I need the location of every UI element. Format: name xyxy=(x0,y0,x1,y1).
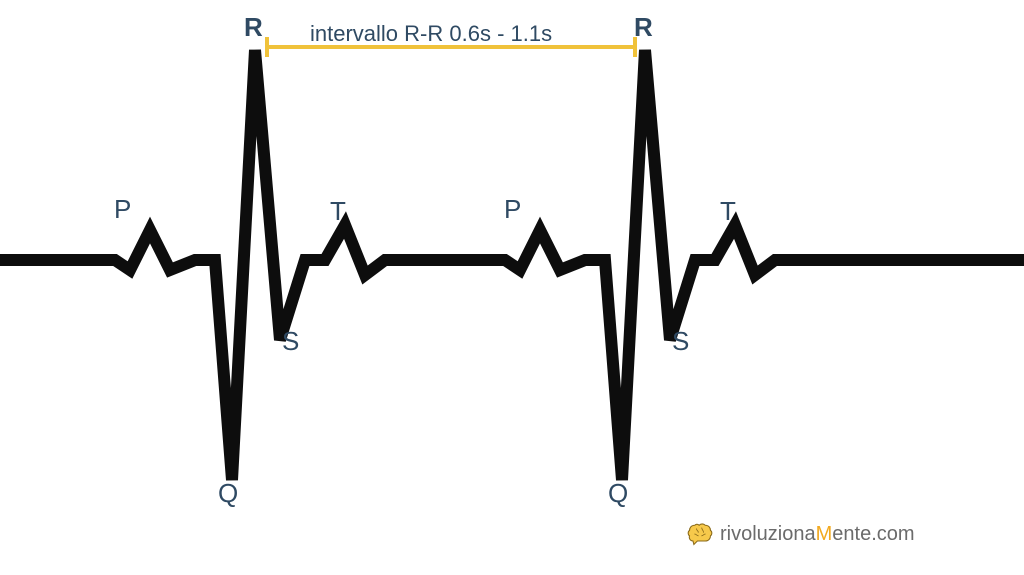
wave-label-T2: T xyxy=(720,196,736,227)
brand-text-suffix: ente.com xyxy=(832,523,914,545)
wave-label-S: S xyxy=(282,326,299,357)
wave-label-Q: Q xyxy=(218,478,238,509)
wave-label-R2: R xyxy=(634,12,653,43)
diagram-canvas: intervallo R-R 0.6s - 1.1s rivoluzionaMe… xyxy=(0,0,1024,575)
wave-label-R: R xyxy=(244,12,263,43)
wave-label-T: T xyxy=(330,196,346,227)
wave-label-Q2: Q xyxy=(608,478,628,509)
wave-label-S2: S xyxy=(672,326,689,357)
brand-text-accent: M xyxy=(816,523,833,545)
brand-watermark: rivoluzionaMente.com xyxy=(686,520,915,548)
interval-label: intervallo R-R 0.6s - 1.1s xyxy=(310,21,552,47)
wave-label-P2: P xyxy=(504,194,521,225)
ecg-svg xyxy=(0,0,1024,575)
brain-icon xyxy=(686,520,714,548)
ecg-waveform xyxy=(0,50,1024,480)
wave-label-P: P xyxy=(114,194,131,225)
brand-text-prefix: rivoluziona xyxy=(720,523,816,545)
brand-text: rivoluzionaMente.com xyxy=(720,523,915,546)
